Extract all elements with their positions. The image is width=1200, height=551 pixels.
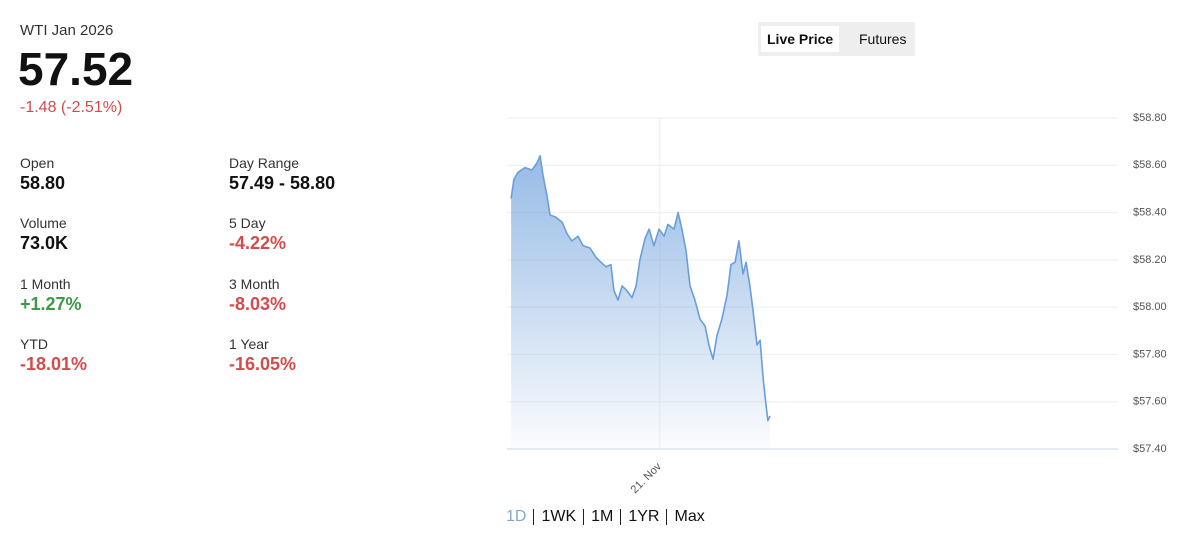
stat-value: 73.0K	[20, 233, 69, 253]
y-tick-label: $57.40	[1133, 443, 1167, 455]
tab-bar: Live Price Futures	[758, 22, 915, 56]
y-tick-label: $58.20	[1133, 254, 1167, 266]
stat-value: 58.80	[20, 173, 66, 193]
price-line	[510, 155, 771, 422]
stat-value: -16.05%	[229, 354, 297, 374]
y-tick-label: $58.60	[1133, 159, 1167, 171]
instrument-title: WTI Jan 2026	[20, 22, 114, 39]
y-tick-label: $58.40	[1133, 206, 1167, 218]
stat-value: 57.49 - 58.80	[229, 173, 336, 193]
stat-value: +1.27%	[20, 294, 82, 314]
price: 57.52	[18, 43, 134, 95]
y-tick-label: $57.60	[1133, 396, 1167, 408]
range-button[interactable]: 1D	[506, 508, 527, 525]
price-change: -1.48 (-2.51%)	[20, 99, 123, 116]
x-tick-label: 21. Nov	[629, 460, 665, 496]
stat-label: Open	[20, 155, 55, 171]
range-button[interactable]: Max	[666, 509, 711, 525]
range-selector: 1D 1WK 1M 1YR Max	[506, 509, 712, 525]
tab[interactable]: Live Price	[761, 26, 840, 52]
stat-label: Day Range	[229, 155, 300, 171]
y-tick-label: $57.80	[1133, 348, 1167, 360]
stat-label: YTD	[20, 336, 48, 352]
range-button[interactable]: 1YR	[620, 509, 666, 525]
y-tick-label: $58.00	[1133, 301, 1167, 313]
stat-label: Volume	[20, 215, 67, 231]
range-button[interactable]: 1WK	[533, 509, 583, 525]
y-tick-label: $58.80	[1133, 112, 1167, 124]
stat-value: -4.22%	[229, 233, 287, 253]
stat-label: 3 Month	[229, 276, 280, 292]
price-area	[511, 155, 770, 450]
range-button[interactable]: 1M	[583, 509, 620, 525]
stat-value: -18.01%	[20, 354, 88, 374]
stat-value: -8.03%	[229, 294, 287, 314]
stat-label: 1 Month	[20, 276, 71, 292]
stat-label: 5 Day	[229, 215, 266, 231]
stat-label: 1 Year	[229, 336, 269, 352]
tab[interactable]: Futures	[859, 31, 907, 47]
